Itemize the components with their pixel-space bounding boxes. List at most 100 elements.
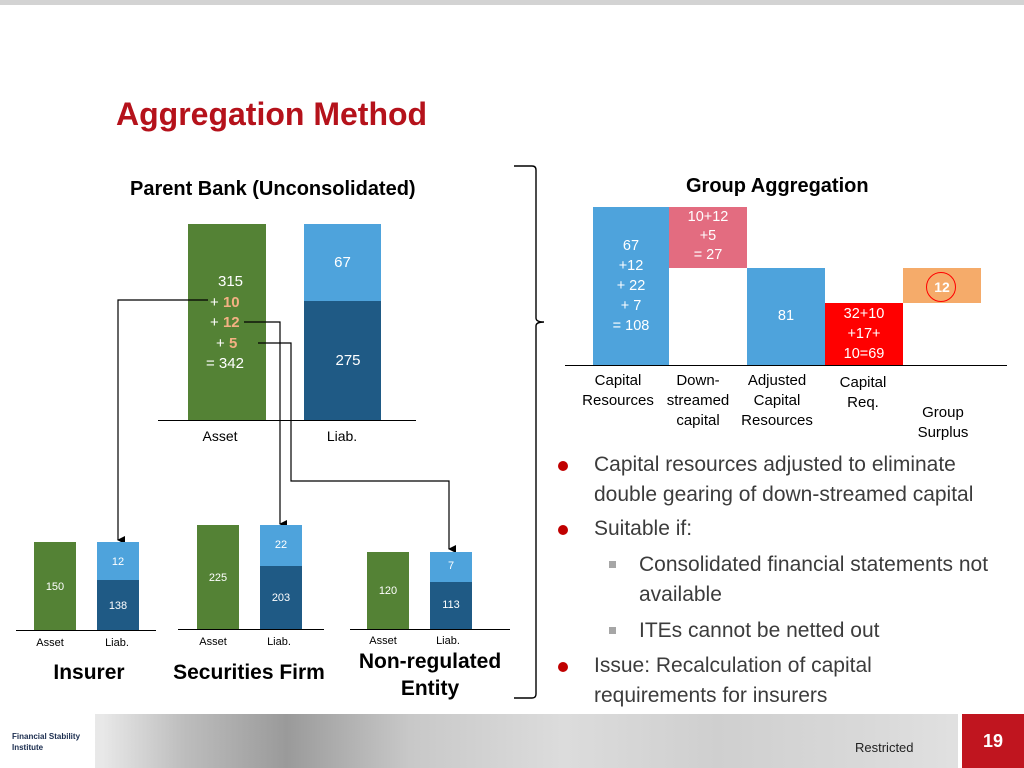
plus-sign: + (210, 293, 223, 311)
slide-title: Aggregation Method (116, 96, 428, 132)
group-axis (565, 365, 1007, 366)
bullet-dot (558, 461, 568, 471)
parent-asset-label: Asset (202, 428, 238, 444)
nonreg-liab-top-value: 7 (447, 560, 455, 572)
arrow-to-nonreg (258, 342, 456, 553)
bullet-dot (558, 662, 568, 672)
cap-res-line: +12 (618, 258, 644, 274)
insurer-asset-label: Asset (36, 637, 64, 649)
label-line: Resources (582, 392, 654, 409)
capital-req-values: 32+10 +17+ 10=69 (825, 304, 903, 364)
parent-bank-title: Parent Bank (Unconsolidated) (130, 178, 416, 200)
down-line: 10+12 (687, 209, 729, 225)
surplus-highlight-circle (926, 272, 956, 302)
label-line: Down- (676, 372, 720, 389)
arrow-to-insurer (117, 299, 208, 544)
top-border (0, 0, 1024, 5)
parent-asset-plus-insurer: + 10 (188, 293, 266, 314)
nonreg-axis (350, 629, 510, 630)
capital-req-bar (825, 303, 903, 365)
label-line: Capital (753, 392, 801, 409)
securities-axis (178, 629, 324, 630)
cap-res-line: + 7 (620, 298, 642, 314)
securities-asset-label: Asset (199, 636, 227, 648)
footer-banner-image (0, 714, 1024, 768)
securities-liab-bottom-value: 203 (271, 592, 291, 604)
nonreg-asset-value: 120 (378, 585, 398, 597)
parent-asset-total: = 342 (206, 355, 244, 372)
label-group-surplus: Group Surplus (903, 403, 983, 443)
securities-liab-top-value: 22 (274, 539, 288, 551)
cap-res-line: = 108 (612, 318, 650, 334)
page-separator (958, 714, 962, 768)
label-downstreamed-capital: Down- streamed capital (658, 371, 738, 431)
bullet-3: Issue: Recalculation of capital requirem… (594, 654, 872, 707)
sub-bullet-1: Consolidated financial statements not av… (639, 553, 989, 606)
down-line: +5 (699, 228, 717, 244)
parent-liab-bottom-value: 275 (335, 352, 361, 369)
insurer-liab-top-bar (97, 542, 139, 580)
nonreg-liab-bottom-value: 113 (442, 599, 460, 611)
bullet-1: Capital resources adjusted to eliminate … (594, 453, 974, 506)
insurer-capital: 10 (222, 293, 240, 311)
nonreg-asset-bar (367, 552, 409, 629)
nonreg-liab-bottom-bar (430, 582, 472, 629)
down-line: = 27 (693, 247, 723, 263)
nonreg-liab-label: Liab. (436, 635, 460, 647)
insurer-liab-bottom-value: 138 (108, 600, 128, 612)
securities-capital: 12 (222, 314, 240, 331)
arrow-to-securities (244, 321, 287, 528)
label-line: capital (676, 412, 720, 429)
label-line: Capital (839, 374, 887, 391)
plus-sign: + (210, 314, 223, 331)
req-line: 10=69 (843, 346, 885, 362)
label-adjusted-capital: Adjusted Capital Resources (736, 371, 818, 431)
bullet-dot (558, 525, 568, 535)
restricted-label: Restricted (855, 740, 914, 755)
capital-resources-bar (593, 207, 669, 365)
insurer-asset-bar (34, 542, 76, 630)
adjusted-capital-bar (747, 268, 825, 365)
parent-liab-top-bar (304, 224, 381, 301)
bullet-2: Suitable if: (594, 517, 693, 540)
securities-name: Securities Firm (173, 661, 325, 684)
parent-asset-base: 315 (218, 273, 244, 290)
label-line: Capital (594, 372, 642, 389)
securities-asset-value: 225 (208, 572, 228, 584)
group-aggregation-title: Group Aggregation (686, 175, 869, 197)
parent-asset-plus-nonreg: + 5 (188, 334, 266, 355)
req-line: 32+10 (843, 306, 885, 322)
nonreg-capital: 5 (228, 334, 238, 352)
logo-line: Institute (12, 743, 44, 752)
label-line: Resources (741, 412, 813, 429)
page-number: 19 (962, 714, 1024, 768)
insurer-axis (16, 630, 156, 631)
capital-resources-values: 67 +12 + 22 + 7 = 108 (593, 236, 669, 336)
insurer-asset-value: 150 (45, 581, 65, 593)
nonreg-asset-label: Asset (369, 635, 397, 647)
adjusted-capital-value: 81 (777, 308, 795, 324)
downstreamed-capital-bar (669, 207, 747, 268)
cap-res-line: + 22 (616, 278, 646, 294)
insurer-liab-top-value: 12 (111, 556, 125, 568)
insurer-liab-label: Liab. (105, 637, 129, 649)
plus-sign: + (216, 334, 229, 352)
nonreg-liab-top-bar (430, 552, 472, 582)
label-line: Surplus (917, 424, 969, 441)
footer-logo-area (0, 714, 95, 768)
sub-bullet-2: ITEs cannot be netted out (639, 619, 880, 642)
label-line: Req. (847, 394, 879, 411)
label-capital-req: Capital Req. (823, 373, 903, 413)
securities-liab-top-bar (260, 525, 302, 566)
cap-res-line: 67 (622, 238, 640, 254)
securities-liab-bottom-bar (260, 566, 302, 629)
downstreamed-values: 10+12 +5 = 27 (669, 208, 747, 265)
securities-liab-label: Liab. (267, 636, 291, 648)
sub-bullet-square (609, 627, 616, 634)
parent-liab-label: Liab. (326, 428, 358, 444)
label-line: Group (922, 404, 964, 421)
grouping-brace (514, 165, 545, 699)
parent-liab-bottom-bar (304, 301, 381, 420)
parent-liab-top-value: 67 (334, 254, 351, 271)
